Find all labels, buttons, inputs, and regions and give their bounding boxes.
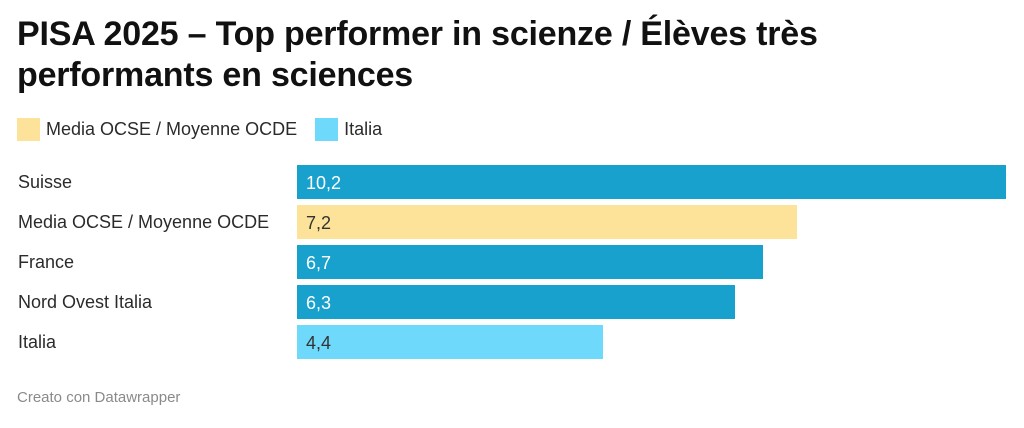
category-label: Media OCSE / Moyenne OCDE: [18, 212, 270, 232]
bar-chart: Suisse 10,2 Media OCSE / Moyenne OCDE 7,2 Fr…: [0, 160, 1024, 360]
bar-value-label: 4,4: [306, 333, 332, 353]
legend-label-italia: Italia: [344, 119, 383, 139]
legend-swatch-italia: [315, 118, 339, 141]
bar: 4,4: [297, 325, 603, 359]
legend-item-oecd: Media OCSE / Moyenne OCDE: [17, 118, 297, 141]
bar-row: Media OCSE / Moyenne OCDE 7,2: [0, 205, 1024, 239]
bar-row: Suisse 10,2: [0, 165, 1024, 199]
bar-row: Nord Ovest Italia 6,3: [0, 285, 1024, 319]
bar: 10,2: [297, 165, 1006, 199]
bar-row: Italia 4,4: [0, 325, 1024, 359]
bar: 6,7: [297, 245, 763, 279]
category-label: Suisse: [18, 172, 73, 192]
category-label: Nord Ovest Italia: [18, 292, 153, 312]
footer-credit: Creato con Datawrapper: [17, 389, 181, 406]
bar-value-label: 6,7: [306, 253, 332, 273]
category-label: France: [18, 252, 75, 272]
legend: Media OCSE / Moyenne OCDE Italia: [17, 118, 400, 141]
bar-value-label: 10,2: [306, 173, 342, 193]
bar-value-label: 7,2: [306, 213, 332, 233]
bar: 7,2: [297, 205, 798, 239]
legend-item-italia: Italia: [315, 118, 382, 141]
bar: 6,3: [297, 285, 735, 319]
chart-title: PISA 2025 – Top performer in scienze / É…: [17, 15, 818, 94]
category-label: Italia: [18, 332, 57, 352]
legend-swatch-oecd: [17, 118, 40, 141]
legend-label-oecd: Media OCSE / Moyenne OCDE: [46, 119, 298, 139]
bar-value-label: 6,3: [306, 293, 332, 313]
bar-row: France 6,7: [0, 245, 1024, 279]
